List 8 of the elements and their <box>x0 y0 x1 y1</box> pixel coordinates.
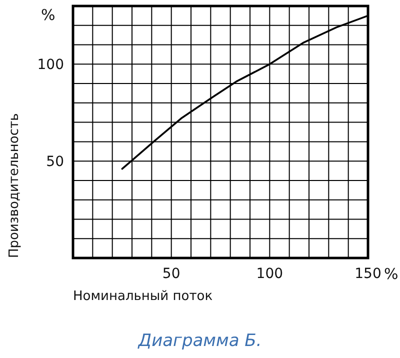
x-tick-label: 50 <box>162 266 180 282</box>
x-tick-label: 150 <box>354 266 382 282</box>
x-tick-label: 100 <box>256 266 284 282</box>
text: % <box>41 6 56 24</box>
x-axis-title: Номинальный поток <box>73 289 213 304</box>
text: Диаграмма Б. <box>137 331 262 351</box>
text: % <box>384 265 398 283</box>
y-axis-title: Производительность <box>7 113 22 258</box>
